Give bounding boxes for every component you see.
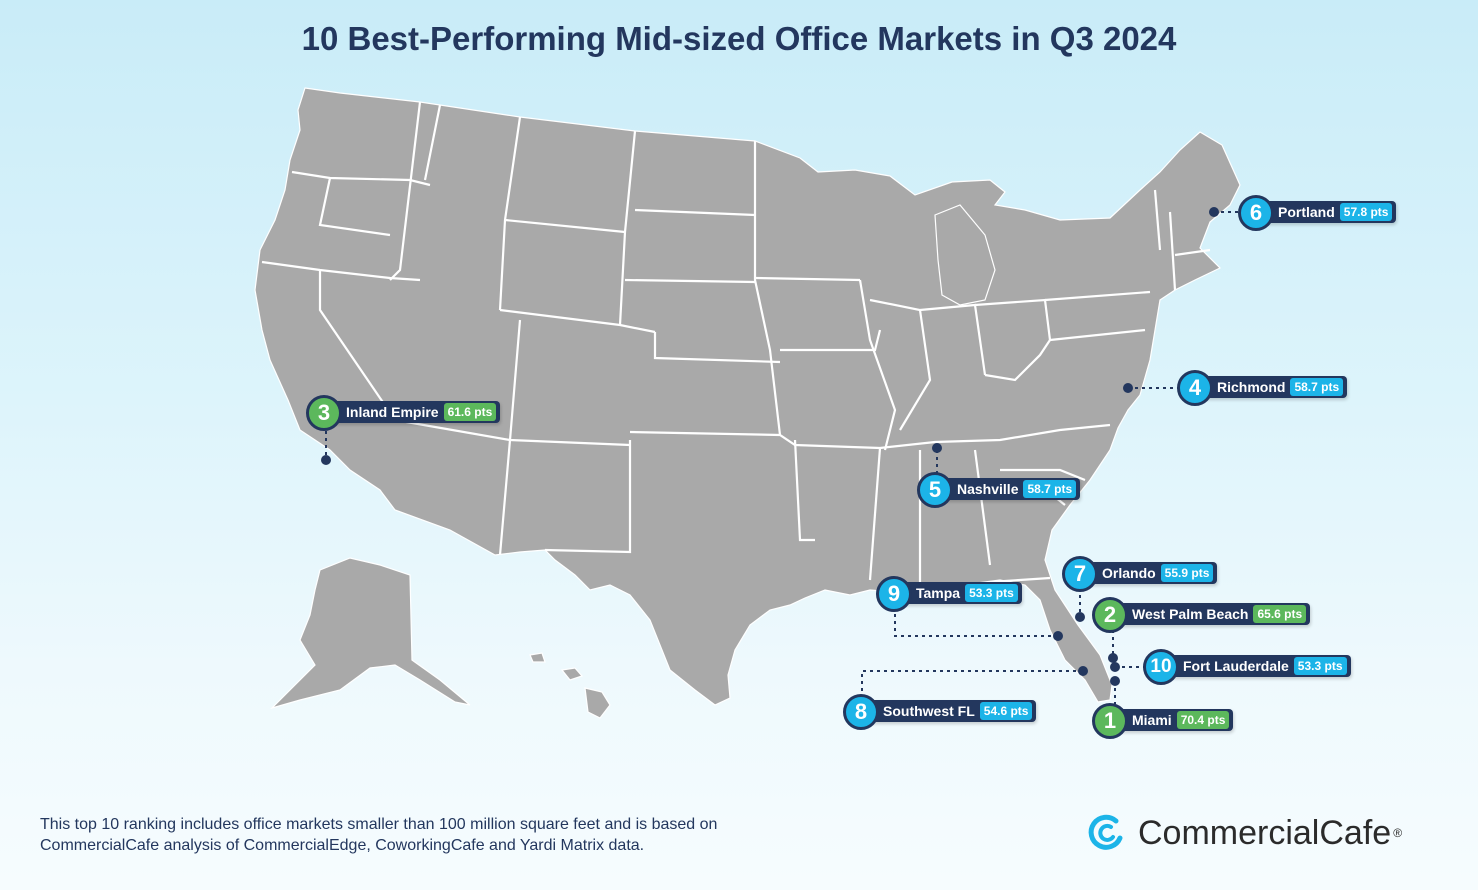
footnote-text: This top 10 ranking includes office mark… xyxy=(40,816,718,854)
market-label: Miami 70.4 pts xyxy=(1116,709,1234,731)
score-badge: 57.8 pts xyxy=(1339,203,1393,221)
rank-badge: 8 xyxy=(843,694,879,730)
score-badge: 65.6 pts xyxy=(1253,605,1307,623)
score-badge: 53.3 pts xyxy=(1293,657,1347,675)
rank-badge: 10 xyxy=(1143,649,1179,685)
score-badge: 70.4 pts xyxy=(1176,711,1230,729)
market-label: Fort Lauderdale 53.3 pts xyxy=(1167,655,1351,677)
market-label: Richmond 58.7 pts xyxy=(1201,376,1348,398)
market-label: Tampa 53.3 pts xyxy=(900,582,1022,604)
hawaii-oahu xyxy=(529,652,546,663)
richmond-dot xyxy=(1123,383,1133,393)
market-label: Inland Empire 61.6 pts xyxy=(330,401,501,423)
commercialcafe-logo-icon xyxy=(1088,814,1123,850)
orlando-dot xyxy=(1075,612,1085,622)
score-badge: 58.7 pts xyxy=(1023,480,1077,498)
southwest-fl-dot xyxy=(1078,666,1088,676)
city-dots xyxy=(321,207,1219,686)
nashville-dot xyxy=(932,443,942,453)
michigan-shape xyxy=(934,204,996,306)
registered-mark: ® xyxy=(1393,826,1403,840)
city-name: Southwest FL xyxy=(883,703,975,719)
miami-dot xyxy=(1110,676,1120,686)
city-name: Orlando xyxy=(1102,565,1156,581)
west-palm-beach-dot xyxy=(1108,653,1118,663)
rank-badge: 2 xyxy=(1092,597,1128,633)
city-name: Nashville xyxy=(957,481,1019,497)
brand-logo: CommercialCafe ® xyxy=(1086,808,1402,858)
score-badge: 58.7 pts xyxy=(1290,378,1344,396)
score-badge: 61.6 pts xyxy=(443,403,497,421)
page-title: 10 Best-Performing Mid-sized Office Mark… xyxy=(301,20,1177,57)
hawaii-maui xyxy=(560,667,584,681)
rank-badge: 3 xyxy=(306,395,342,431)
rank-badge: 7 xyxy=(1062,556,1098,592)
alaska-shape xyxy=(269,557,471,710)
market-label: Southwest FL 54.6 pts xyxy=(867,700,1037,722)
portland-dot xyxy=(1209,207,1219,217)
city-name: Fort Lauderdale xyxy=(1183,658,1289,674)
city-name: Richmond xyxy=(1217,379,1286,395)
market-label: Nashville 58.7 pts xyxy=(941,478,1081,500)
leader-lines xyxy=(325,211,1242,704)
city-name: Tampa xyxy=(916,585,961,601)
score-badge: 55.9 pts xyxy=(1160,564,1214,582)
city-name: Miami xyxy=(1132,712,1172,728)
city-name: West Palm Beach xyxy=(1132,606,1249,622)
score-badge: 54.6 pts xyxy=(979,702,1033,720)
market-label: Orlando 55.9 pts xyxy=(1086,562,1218,584)
rank-badge: 4 xyxy=(1177,370,1213,406)
city-name: Portland xyxy=(1278,204,1335,220)
score-badge: 53.3 pts xyxy=(965,584,1018,602)
inland-empire-dot xyxy=(321,455,331,465)
brand-name: CommercialCafe xyxy=(1138,813,1392,852)
rank-badge: 5 xyxy=(917,472,953,508)
fort-lauderdale-dot xyxy=(1110,662,1120,672)
tampa-dot xyxy=(1053,631,1063,641)
market-label: Portland 57.8 pts xyxy=(1262,201,1397,223)
rank-badge: 9 xyxy=(876,576,912,612)
city-name: Inland Empire xyxy=(346,404,439,420)
rank-badge: 6 xyxy=(1238,195,1274,231)
rank-badge: 1 xyxy=(1092,703,1128,739)
market-label: West Palm Beach 65.6 pts xyxy=(1116,603,1311,625)
hawaii-big-island xyxy=(584,687,611,719)
